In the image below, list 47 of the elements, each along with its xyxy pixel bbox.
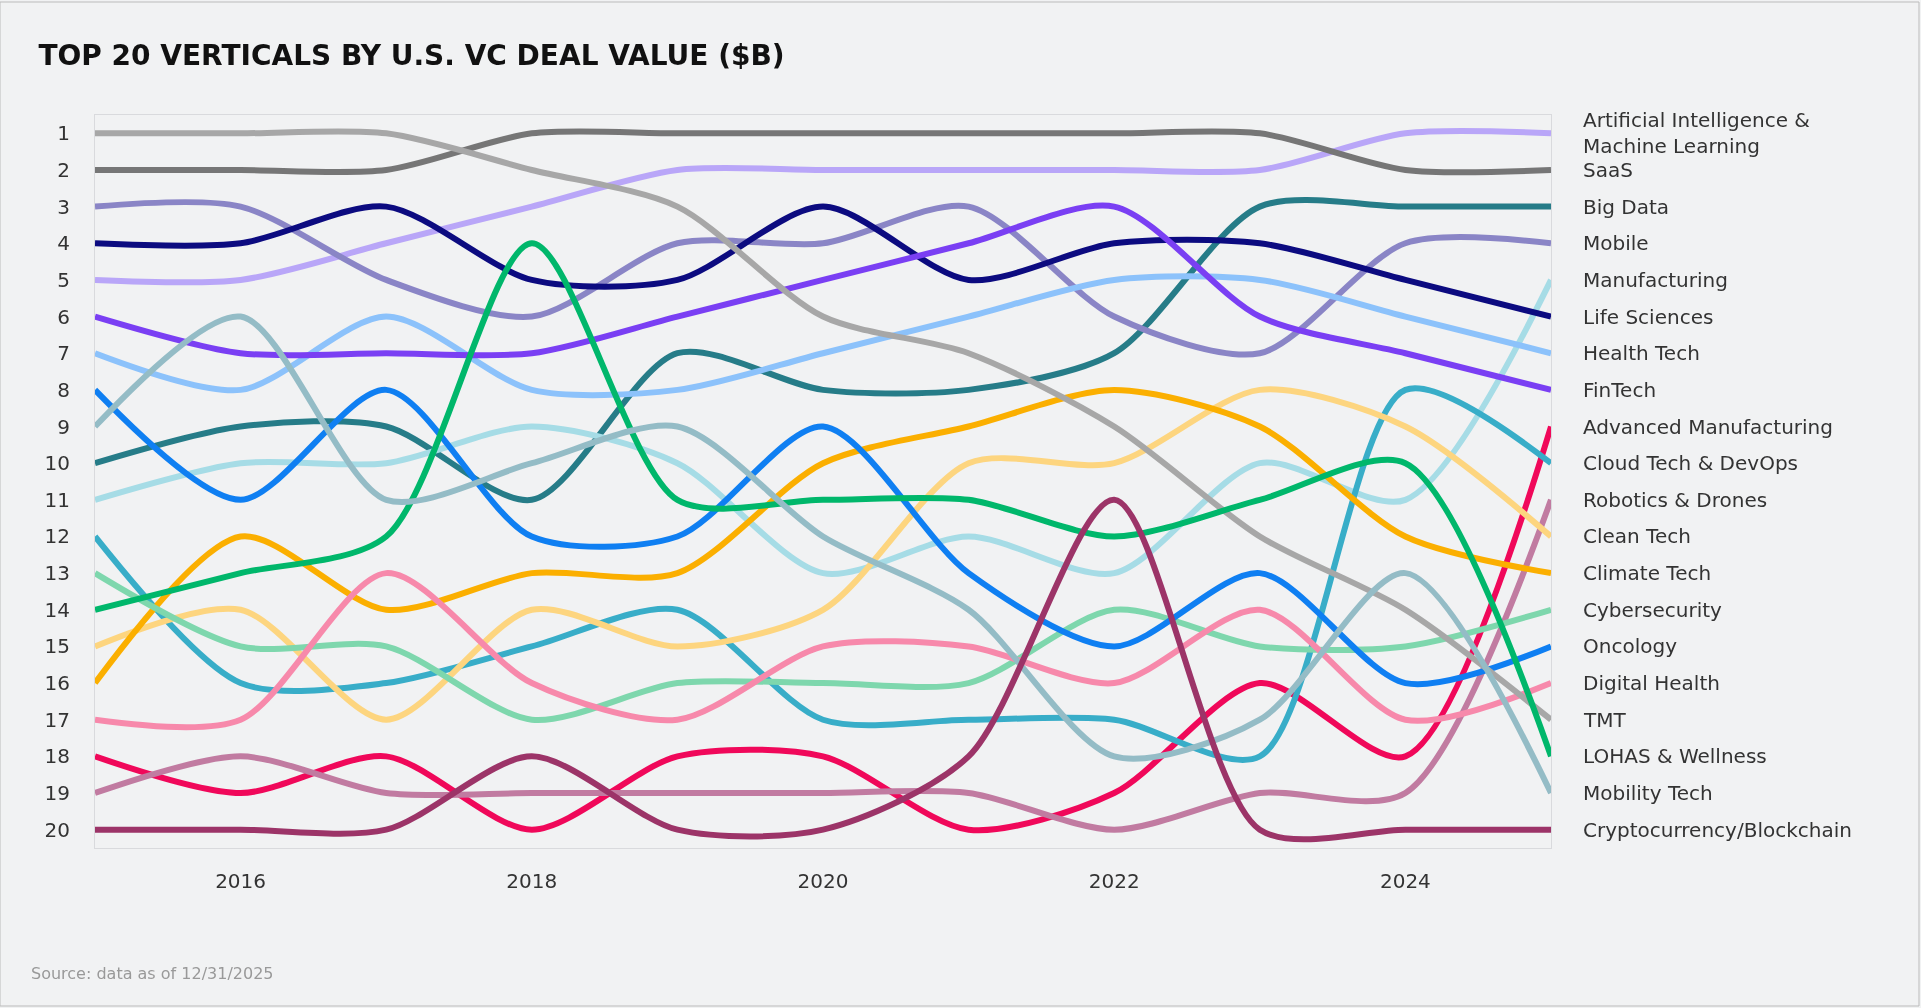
series-label: Artificial Intelligence & Machine Learning bbox=[1583, 108, 1810, 158]
y-tick-label: 14 bbox=[44, 597, 70, 622]
y-tick-label: 18 bbox=[44, 744, 70, 769]
y-tick-label: 3 bbox=[57, 194, 70, 219]
y-tick-label: 7 bbox=[57, 341, 70, 366]
series-label: Climate Tech bbox=[1583, 561, 1712, 585]
y-tick-label: 8 bbox=[57, 377, 70, 402]
x-tick-label: 2020 bbox=[797, 869, 849, 893]
series-label: Big Data bbox=[1583, 195, 1670, 219]
series-label: Mobile bbox=[1583, 231, 1649, 255]
series-label: Cryptocurrency/Blockchain bbox=[1583, 818, 1852, 842]
series-label: Health Tech bbox=[1583, 341, 1700, 365]
series-label: Manufacturing bbox=[1583, 268, 1728, 292]
y-tick-label: 17 bbox=[44, 707, 70, 732]
series-label: FinTech bbox=[1583, 378, 1657, 402]
series-label: Cybersecurity bbox=[1583, 598, 1723, 622]
y-tick-label: 6 bbox=[57, 304, 70, 329]
series-label: Life Sciences bbox=[1583, 305, 1714, 329]
y-tick-label: 12 bbox=[44, 524, 70, 549]
y-tick-label: 5 bbox=[57, 267, 70, 292]
series-label: Digital Health bbox=[1583, 671, 1720, 695]
x-tick-label: 2022 bbox=[1088, 869, 1140, 893]
x-tick-label: 2018 bbox=[506, 869, 558, 893]
y-tick-label: 20 bbox=[44, 817, 70, 842]
y-tick-label: 9 bbox=[57, 414, 70, 439]
y-tick-label: 11 bbox=[44, 487, 70, 512]
series-label: Clean Tech bbox=[1583, 524, 1691, 548]
series-label: Oncology bbox=[1583, 634, 1678, 658]
y-tick-label: 19 bbox=[44, 781, 70, 806]
y-tick-label: 15 bbox=[44, 634, 70, 659]
series-label: Cloud Tech & DevOps bbox=[1583, 451, 1798, 475]
series-label: Advanced Manufacturing bbox=[1583, 415, 1833, 439]
series-label: Mobility Tech bbox=[1583, 781, 1713, 805]
x-tick-label: 2016 bbox=[215, 869, 267, 893]
x-tick-label: 2024 bbox=[1379, 869, 1431, 893]
y-tick-label: 16 bbox=[44, 671, 70, 696]
y-tick-label: 1 bbox=[57, 121, 70, 146]
series-label: Robotics & Drones bbox=[1583, 488, 1768, 512]
source-note: Source: data as of 12/31/2025 bbox=[31, 964, 274, 983]
series-label: LOHAS & Wellness bbox=[1583, 744, 1767, 768]
y-tick-label: 13 bbox=[44, 561, 70, 586]
series-label: TMT bbox=[1583, 708, 1627, 732]
series-label: SaaS bbox=[1583, 158, 1633, 182]
y-tick-label: 2 bbox=[57, 157, 70, 182]
chart-title: TOP 20 VERTICALS BY U.S. VC DEAL VALUE ($B) bbox=[38, 38, 785, 72]
y-tick-label: 10 bbox=[44, 451, 70, 476]
y-tick-label: 4 bbox=[57, 231, 70, 256]
